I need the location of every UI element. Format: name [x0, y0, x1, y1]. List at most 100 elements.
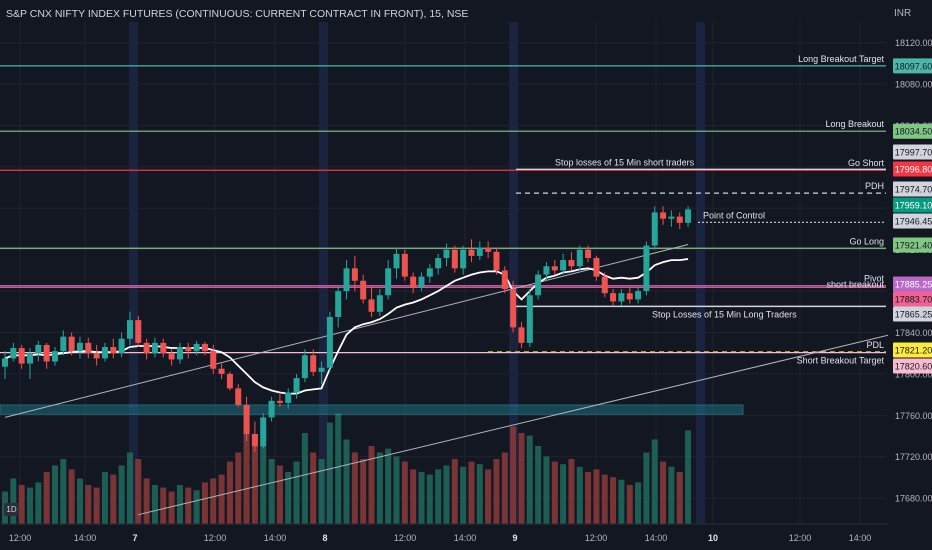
- candle-body: [576, 249, 583, 267]
- candle-body: [43, 344, 50, 362]
- candle: [435, 253, 442, 275]
- candle: [401, 249, 408, 281]
- candle: [260, 413, 267, 449]
- volume-bar: [568, 459, 575, 524]
- volume-bar: [343, 439, 350, 524]
- candle-body: [293, 378, 300, 393]
- time-tick-label: 12:00: [204, 533, 227, 543]
- candle-body: [285, 392, 292, 403]
- candle: [460, 245, 467, 275]
- candle: [618, 289, 625, 306]
- candle-body: [185, 347, 192, 352]
- candle: [285, 388, 292, 410]
- candle-body: [235, 388, 242, 405]
- candle-body: [335, 291, 342, 317]
- volume-bar: [643, 452, 650, 524]
- time-tick-label: 9: [512, 533, 517, 543]
- session-band: [129, 22, 138, 524]
- volume-bar: [543, 456, 550, 524]
- volume-bar: [18, 485, 25, 524]
- volume-bar: [426, 474, 433, 524]
- volume-bar: [518, 433, 525, 524]
- candle: [2, 351, 8, 380]
- time-tick-label: 14:00: [849, 533, 872, 543]
- volume-bar: [493, 459, 500, 524]
- level-label: Long Breakout Target: [798, 54, 884, 64]
- interval-badge[interactable]: 1D: [4, 503, 19, 516]
- candle-body: [476, 247, 483, 256]
- volume-bar: [51, 465, 58, 524]
- volume-bar: [368, 446, 375, 524]
- time-tick-label: 14:00: [454, 533, 477, 543]
- candle-body: [643, 245, 650, 292]
- volume-bar: [285, 472, 292, 524]
- price-badge: 17883.70: [893, 291, 932, 307]
- candle: [235, 384, 242, 408]
- price-badge-bg: [893, 237, 932, 253]
- volume-bar: [35, 482, 42, 524]
- price-badge: 17921.40: [893, 237, 932, 253]
- candle-body: [93, 353, 100, 359]
- price-badge-text: 17820.60: [895, 362, 932, 372]
- candle-body: [668, 216, 675, 219]
- candle: [418, 272, 425, 292]
- time-tick-label: 12:00: [585, 533, 608, 543]
- volume-bar: [460, 466, 467, 524]
- volume-bar: [443, 465, 450, 524]
- time-tick-label: 14:00: [74, 533, 97, 543]
- candle-body: [376, 295, 383, 312]
- candle: [118, 332, 125, 358]
- time-tick-label: 12:00: [9, 533, 32, 543]
- volume-bar: [243, 430, 250, 524]
- volume-bar: [101, 472, 108, 524]
- level-label: Pivot: [864, 274, 885, 284]
- candle-body: [326, 316, 333, 368]
- candle: [551, 260, 558, 275]
- candle: [376, 289, 383, 316]
- volume-bar: [185, 487, 192, 524]
- candle: [26, 348, 33, 380]
- candle: [18, 344, 25, 369]
- volume-bar: [376, 452, 383, 524]
- volume-bar: [301, 433, 308, 524]
- volume-bar: [393, 456, 400, 524]
- level-label: Go Long: [849, 236, 884, 246]
- candle-body: [601, 276, 608, 294]
- candle: [43, 342, 50, 369]
- candle: [301, 349, 308, 383]
- shaded-zone: [0, 404, 744, 415]
- candle-body: [585, 249, 592, 258]
- volume-bar: [235, 452, 242, 524]
- candle-body: [568, 260, 575, 267]
- candle: [360, 274, 367, 304]
- price-badge-text: 17821.20: [895, 346, 932, 356]
- candle: [526, 289, 533, 348]
- price-badge: 17820.60: [893, 358, 932, 374]
- volume-bar: [610, 477, 617, 524]
- candle-body: [201, 343, 208, 352]
- volume-bar: [143, 478, 150, 524]
- candle: [543, 262, 550, 281]
- candle-body: [226, 373, 233, 389]
- price-badge-bg: [893, 58, 932, 74]
- price-badge-text: 17946.45: [895, 217, 932, 227]
- price-tick-label: 18120.00: [895, 38, 932, 48]
- volume-bar: [60, 459, 67, 524]
- candle: [476, 241, 483, 261]
- candle: [660, 206, 667, 225]
- volume-bar: [485, 469, 492, 524]
- time-tick-label: 14:00: [645, 533, 668, 543]
- volume-bar: [110, 474, 117, 524]
- candle-body: [10, 348, 17, 359]
- candle-body: [685, 209, 692, 223]
- volume-bar: [126, 452, 133, 524]
- candle-body: [168, 353, 175, 360]
- candle: [93, 344, 100, 366]
- volume-bar: [385, 448, 392, 524]
- candle-body: [660, 212, 667, 219]
- candle-body: [218, 368, 225, 374]
- level-label: PDL: [866, 340, 884, 350]
- candle: [326, 311, 333, 372]
- price-badge-text: 17997.70: [895, 148, 932, 158]
